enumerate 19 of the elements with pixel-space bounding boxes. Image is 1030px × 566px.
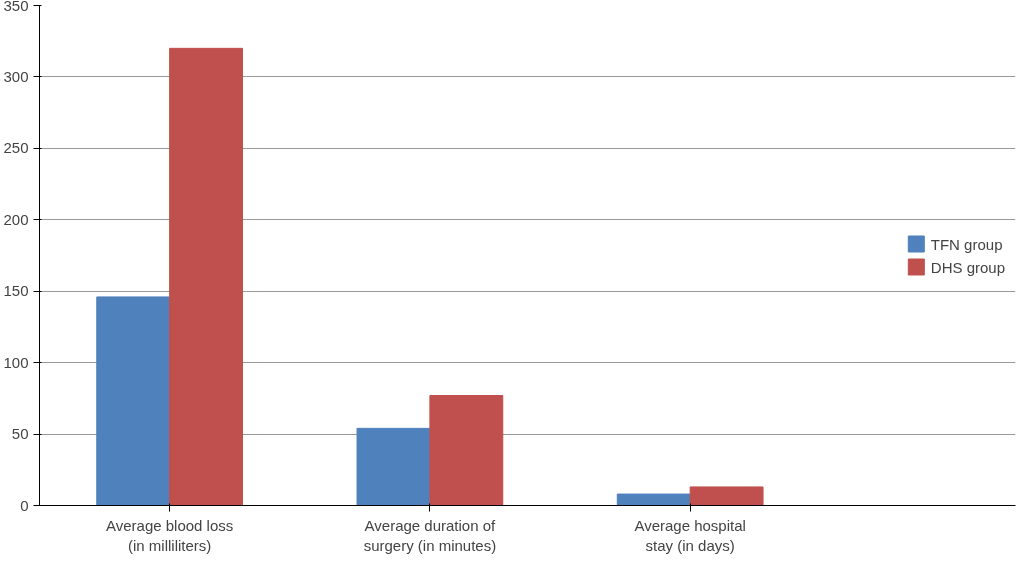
bar [689, 486, 764, 506]
bar [429, 395, 504, 506]
y-tick-label: 350 [3, 0, 29, 14]
x-tick-label: Average hospital stay (in days) [634, 516, 746, 554]
x-tick-label: Average blood loss (in milliliters) [105, 516, 234, 554]
bar [356, 427, 431, 506]
x-tick-label: Average duration of surgery (in minutes) [363, 516, 497, 554]
y-tick-label: 300 [3, 67, 29, 85]
y-tick-label: 50 [11, 425, 29, 443]
bar [616, 493, 691, 506]
legend-label: TFN group [930, 235, 1003, 252]
bar [96, 296, 171, 506]
y-tick-label: 100 [3, 353, 29, 371]
y-tick-label: 250 [3, 139, 29, 157]
bar [169, 47, 244, 506]
y-tick-label: 150 [3, 282, 29, 300]
y-tick-label: 0 [20, 496, 29, 514]
y-tick-label: 200 [3, 210, 29, 228]
legend-label: DHS group [930, 258, 1005, 275]
